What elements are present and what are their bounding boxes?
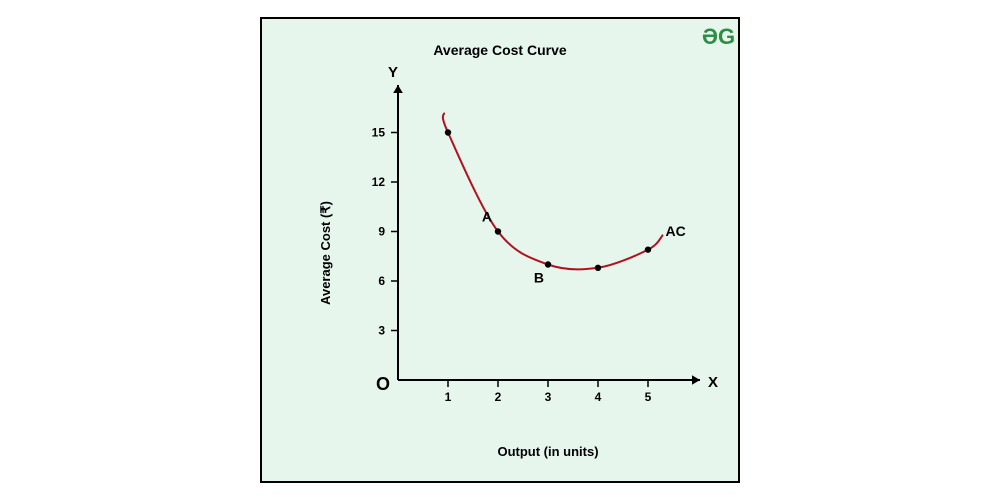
- point-label: B: [534, 270, 544, 286]
- data-point: [445, 129, 451, 135]
- y-tick-label: 9: [378, 225, 385, 239]
- x-tick-label: 2: [495, 390, 502, 404]
- x-tick-label: 5: [645, 390, 652, 404]
- data-point: [595, 265, 601, 271]
- point-label: A: [482, 209, 492, 225]
- x-tick-label: 4: [595, 390, 602, 404]
- chart-svg: 123453691215AB: [0, 0, 1000, 500]
- ac-curve: [443, 113, 663, 270]
- x-tick-label: 3: [545, 390, 552, 404]
- data-point: [645, 246, 651, 252]
- x-tick-label: 1: [445, 390, 452, 404]
- y-tick-label: 3: [378, 324, 385, 338]
- data-point: [495, 228, 501, 234]
- data-point: [545, 261, 551, 267]
- y-tick-label: 12: [372, 175, 386, 189]
- y-tick-label: 15: [372, 126, 386, 140]
- y-tick-label: 6: [378, 274, 385, 288]
